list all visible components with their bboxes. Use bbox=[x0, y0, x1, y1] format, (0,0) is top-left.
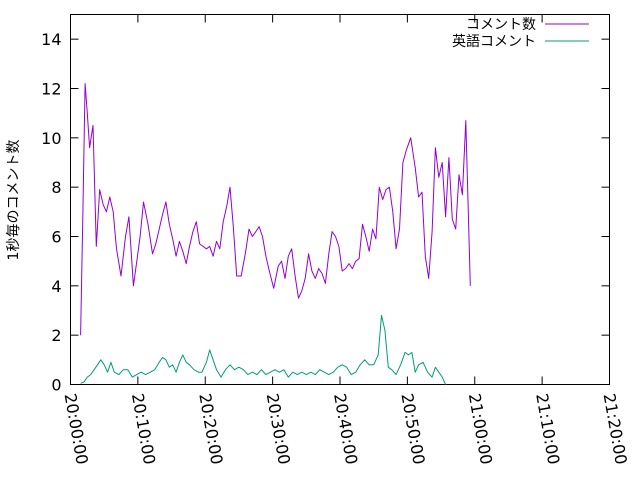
y-tick-label: 2 bbox=[51, 326, 61, 345]
x-tick-label: 20:20:00 bbox=[195, 392, 226, 466]
legend-label: コメント数 bbox=[466, 17, 536, 33]
x-tick-label: 21:00:00 bbox=[465, 392, 496, 466]
series-lines bbox=[80, 83, 471, 385]
y-axis-ticks: 0 2 4 6 8 10 12 14 bbox=[41, 30, 610, 395]
x-axis-ticks: 20:00:00 20:10:00 20:20:00 20:30:00 20:40:00… bbox=[61, 14, 631, 466]
x-tick-label: 20:50:00 bbox=[397, 392, 428, 466]
y-tick-label: 0 bbox=[51, 376, 61, 395]
x-tick-label: 20:10:00 bbox=[128, 392, 159, 466]
plot-frame bbox=[70, 14, 610, 385]
y-tick-label: 8 bbox=[51, 178, 61, 197]
series-line-1 bbox=[80, 314, 447, 385]
x-tick-label: 20:40:00 bbox=[330, 392, 361, 466]
y-tick-label: 4 bbox=[51, 277, 61, 296]
x-tick-label: 21:20:00 bbox=[600, 392, 631, 466]
x-tick-label: 20:00:00 bbox=[61, 392, 92, 466]
y-tick-label: 14 bbox=[41, 30, 61, 49]
y-tick-label: 12 bbox=[41, 80, 61, 99]
x-tick-label: 21:10:00 bbox=[532, 392, 563, 466]
x-tick-label: 20:30:00 bbox=[263, 392, 294, 466]
legend-label: 英語コメント bbox=[452, 33, 536, 50]
y-axis-label: 1秒毎のコメント数 bbox=[6, 140, 22, 261]
series-line-0 bbox=[80, 83, 471, 336]
y-tick-label: 10 bbox=[41, 129, 61, 148]
y-tick-label: 6 bbox=[51, 228, 61, 247]
